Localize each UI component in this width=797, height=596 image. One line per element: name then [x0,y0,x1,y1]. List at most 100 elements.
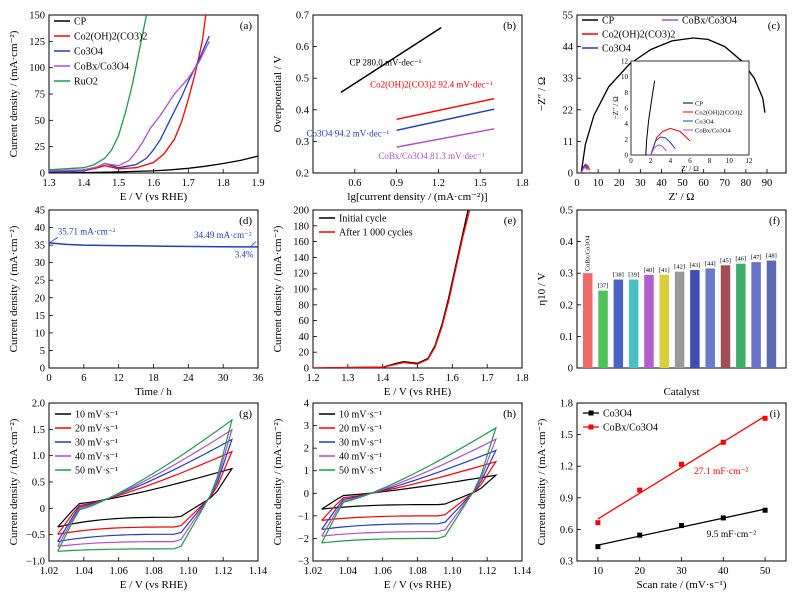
series-line [49,15,148,171]
y-tick-label: −1 [298,511,309,522]
inset-y-label: −Z″ / Ω [611,96,620,120]
inset-y-tick-label: 12 [621,58,629,66]
x-tick-label: 18 [148,373,159,384]
y-tick-label: 0 [568,364,573,375]
x-tick-label: 1.6 [446,373,459,384]
y-axis-label: η10 / V [536,272,548,305]
inset: 0 2 4 6 8 10 12 0 2 4 6 8 10 12 Z′ / Ω −Z″ / Ω CP Co2(OH)… [611,58,753,174]
legend-label: CP [602,16,615,27]
data-point [720,515,726,521]
y-tick-label: 0.5 [32,478,45,489]
bar-label: [42] [674,264,685,271]
x-tick-label: 0.6 [348,178,361,189]
y-tick-label: 0.1 [560,332,573,343]
x-tick-label: 20 [614,178,625,189]
x-tick-label: 40 [718,566,729,577]
x-tick-label: 90 [762,178,773,189]
y-tick-label: 40 [35,223,46,234]
series-line [49,15,207,173]
panel-g: −1.0 −0.5 0 0.5 1.0 1.5 2.0 1.02 1.04 1.06 1.08 1.1… [8,399,268,592]
bar-label: [43] [689,262,700,269]
bar-label: [47] [751,254,762,261]
x-axis-label: E / V (vs RHE) [384,579,452,591]
x-tick-label: 30 [676,566,687,577]
x-tick-label: 1.8 [515,178,528,189]
annotation-start: 35.71 mA·cm⁻² [58,227,116,237]
y-tick-label: 15 [35,311,46,322]
legend-label: Co3O4 [603,409,632,420]
bar-label: [40] [644,267,655,274]
series-annotation: CP 280.0 mV·dec⁻¹ [350,58,422,68]
y-tick-label: −3 [298,557,309,568]
data-point [595,520,601,526]
inset-series-line [650,144,667,156]
x-tick-label: 24 [183,373,194,384]
series-line [580,166,589,173]
cv-loop [321,437,498,537]
y-tick-label: 25 [35,276,46,287]
series-line [580,37,766,173]
y-tick-label: 80 [299,300,310,311]
x-tick-label: 1.14 [249,566,268,577]
y-axis-label: Current density / (mA·cm⁻²) [8,418,20,545]
legend-label: 30 mV·s⁻¹ [75,438,118,449]
y-tick-label: 4 [304,399,310,410]
inset-x-label: Z′ / Ω [681,164,699,173]
bar-label: [37] [598,283,609,290]
x-axis-label: E / V (vs RHE) [120,579,188,591]
y-tick-label: 1.2 [560,462,573,473]
plot-frame [576,14,787,174]
x-tick-label: 20 [634,566,645,577]
legend-label: 50 mV·s⁻¹ [75,466,118,477]
x-tick-label: 30 [635,178,646,189]
y-tick-label: 0.3 [296,137,309,148]
y-tick-label: 0 [40,169,45,180]
series-line [340,26,442,94]
y-tick-label: 1.5 [32,425,45,436]
bar-label: [41] [659,267,670,274]
y-axis-label: Overpotential / V [272,56,284,133]
y-tick-label: 0.2 [560,300,573,311]
x-tick-label: 60 [698,178,709,189]
legend-label: Co2(OH)2(CO3)2 [74,32,147,43]
x-tick-label: 50 [677,178,688,189]
y-tick-label: 180 [293,221,309,232]
y-tick-label: 22 [563,105,574,116]
panel-d: 0 5 10 15 20 25 30 35 40 45 0 6 12 18 24 30 36 Time / h Cu… [8,206,263,399]
y-tick-label: 1.8 [560,399,573,410]
y-tick-label: 0 [304,364,309,375]
series-line [48,241,258,248]
inset-legend-label: Co3O4 [695,119,715,126]
inset-x-tick-label: 8 [708,157,712,165]
legend-label: 20 mV·s⁻¹ [339,424,382,435]
bar [613,279,624,368]
inset-x-tick-label: 0 [629,157,633,165]
y-axis-label: Current density / (mA·cm⁻²) [272,418,284,545]
x-tick-label: 0.9 [390,178,403,189]
plot-frame [312,14,523,174]
inset-y-tick-label: 2 [625,136,629,144]
y-tick-label: −0.5 [26,530,45,541]
x-tick-label: 1.06 [373,566,391,577]
x-tick-label: 1.02 [40,566,58,577]
series-line [49,155,258,173]
inset-legend-label: Co2(OH)2(CO3)2 [695,110,743,117]
x-tick-label: 12 [113,373,124,384]
y-tick-label: 40 [299,332,310,343]
x-tick-label: 1.6 [147,178,160,189]
panel-b: 0.2 0.3 0.4 0.5 0.6 0.7 0.6 0.9 1.2 1.5 1.8 lg[curr… [272,11,529,204]
y-tick-label: 60 [299,316,310,327]
series-annotation: Co2(OH)2(CO3)2 92.4 mV·dec⁻¹ [370,80,493,90]
y-tick-label: 20 [35,293,46,304]
bar [598,290,608,368]
x-tick-label: 1.3 [341,373,354,384]
data-point [762,415,768,421]
x-axis-label: E / V (vs RHE) [384,386,452,398]
y-tick-label: 120 [293,269,309,280]
legend-label: 20 mV·s⁻¹ [75,424,118,435]
bar-label: CoBx/Co3O4 [585,235,592,272]
inset-y-tick-label: 10 [621,73,629,81]
legend-label: RuO2 [74,77,98,88]
bar [766,260,777,368]
